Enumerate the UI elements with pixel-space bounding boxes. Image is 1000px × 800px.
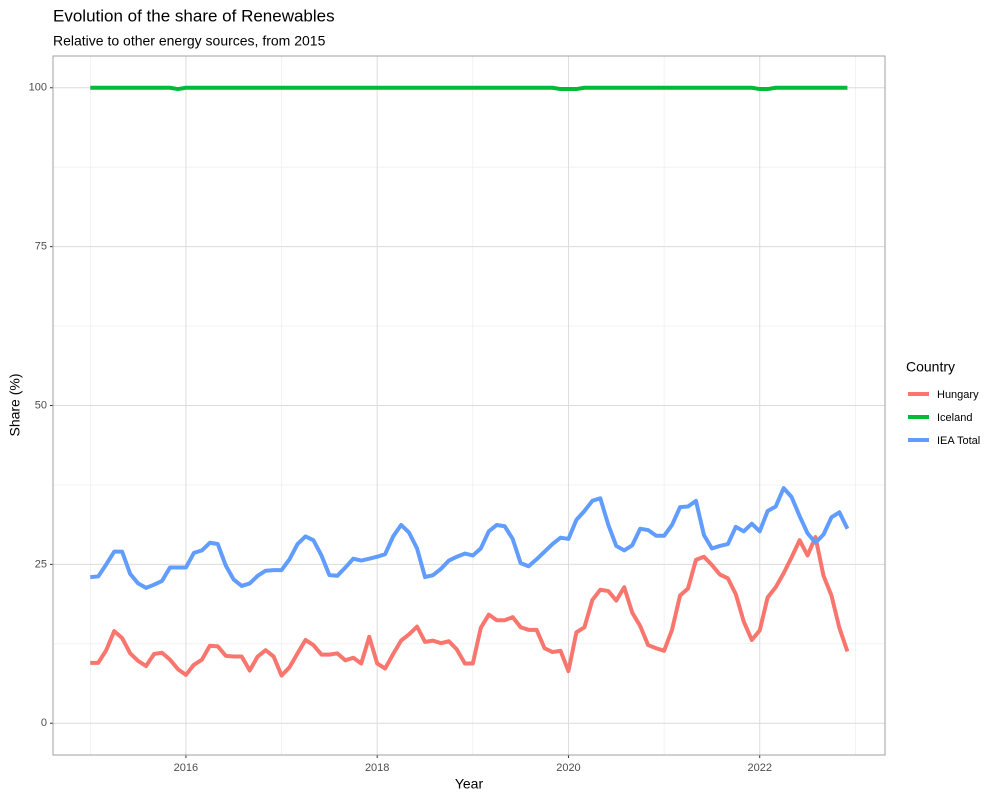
legend-title: Country (906, 359, 955, 375)
series-line (90, 85, 848, 92)
chart-subtitle: Relative to other energy sources, from 2… (53, 33, 326, 49)
y-tick-label: 75 (35, 241, 47, 253)
y-tick-label: 50 (35, 399, 47, 411)
y-tick-label: 25 (35, 558, 47, 570)
x-axis-title: Year (455, 776, 484, 792)
series-line (90, 486, 850, 590)
legend-label: IEA Total (937, 435, 980, 447)
legend-label: Hungary (937, 389, 979, 401)
y-tick-label: 100 (29, 82, 47, 94)
x-tick-label: 2020 (556, 762, 580, 774)
chart-title: Evolution of the share of Renewables (53, 6, 335, 25)
panel-border (52, 55, 886, 756)
series-line (90, 535, 850, 678)
x-tick-label: 2016 (174, 762, 198, 774)
legend-label: Iceland (937, 412, 972, 424)
x-tick-label: 2022 (747, 762, 771, 774)
grid (53, 56, 885, 755)
y-axis-title: Share (%) (7, 373, 23, 436)
y-tick-label: 0 (41, 717, 47, 729)
x-tick-label: 2018 (365, 762, 389, 774)
